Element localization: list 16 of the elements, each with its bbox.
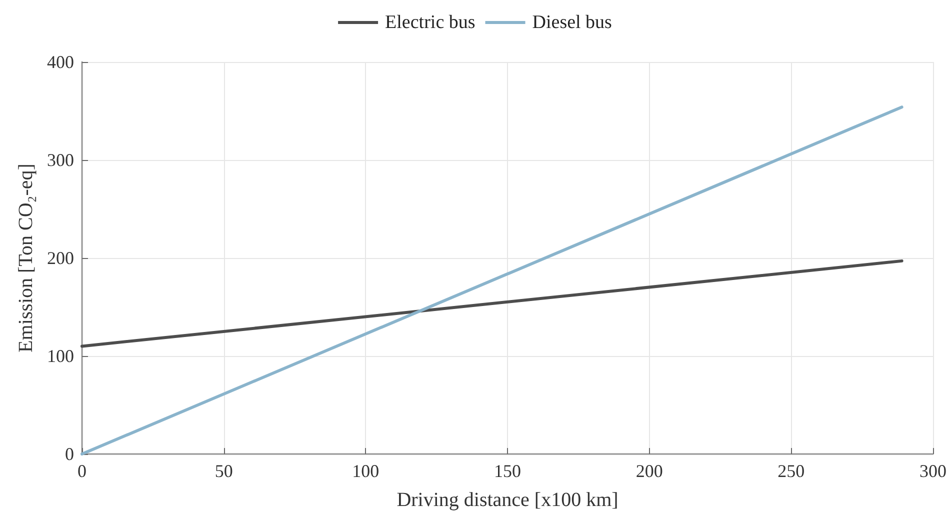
y-tick-label: 300	[47, 150, 74, 170]
legend-label: Diesel bus	[532, 12, 612, 33]
x-tick-label: 100	[352, 461, 380, 481]
legend-label: Electric bus	[385, 12, 476, 33]
x-axis-title: Driving distance [x100 km]	[396, 489, 618, 511]
x-tick-label: 200	[636, 461, 663, 481]
x-tick-label: 300	[920, 461, 946, 481]
x-tick-label: 150	[494, 461, 521, 481]
y-tick-label: 0	[65, 444, 74, 464]
x-tick-label: 0	[78, 461, 86, 481]
y-axis-title: Emission [Ton CO₂-eq]	[15, 164, 37, 352]
x-tick-label: 250	[778, 461, 805, 481]
x-tick-label: 50	[214, 461, 233, 481]
y-tick-label: 400	[47, 52, 74, 72]
y-tick-label: 200	[47, 248, 74, 268]
y-tick-label: 100	[47, 346, 74, 366]
